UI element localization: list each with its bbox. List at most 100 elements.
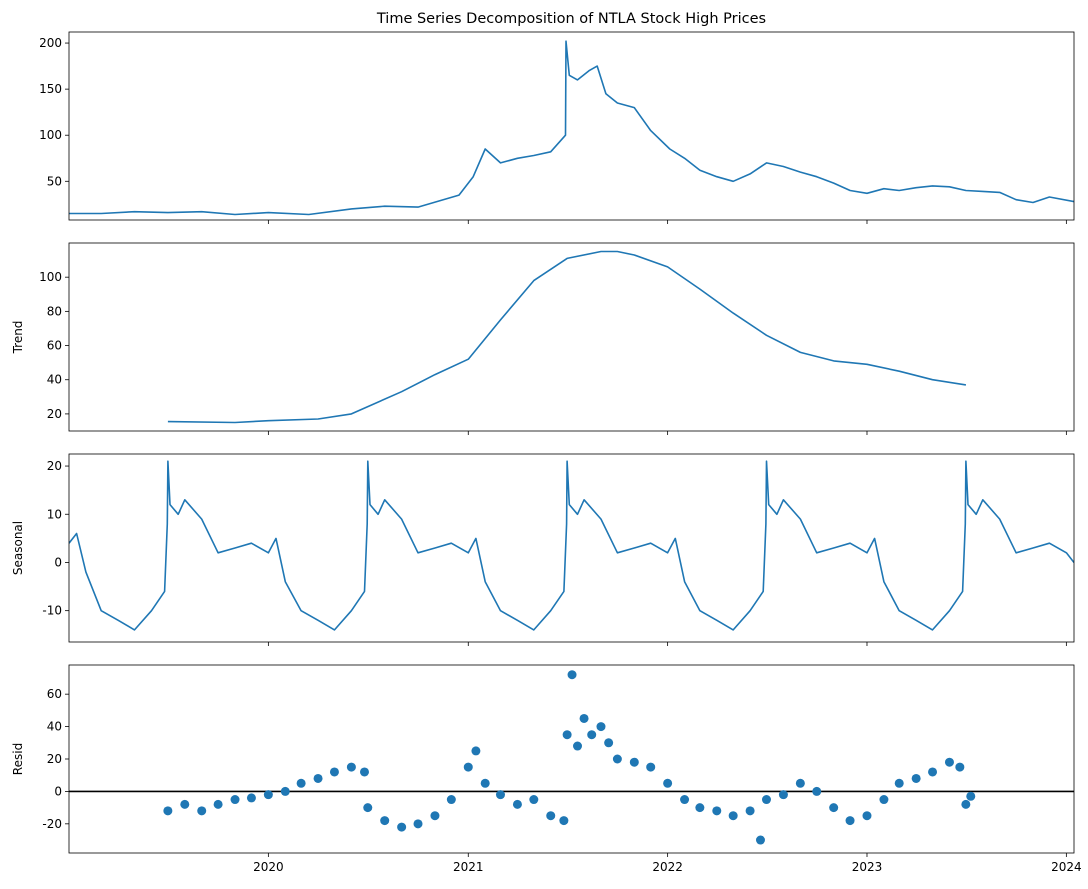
resid-point bbox=[246, 793, 256, 803]
data-observed bbox=[69, 40, 1074, 216]
y-tick-label-observed: 150 bbox=[39, 82, 62, 96]
resid-point bbox=[928, 767, 938, 777]
resid-point bbox=[263, 790, 273, 800]
resid-point bbox=[745, 806, 755, 816]
resid-point bbox=[397, 822, 407, 832]
resid-point bbox=[180, 799, 190, 809]
resid-point bbox=[761, 795, 771, 805]
resid-point bbox=[573, 741, 583, 751]
resid-point bbox=[567, 670, 577, 680]
resid-point bbox=[944, 757, 954, 767]
resid-point bbox=[629, 757, 639, 767]
series-line-seasonal bbox=[69, 460, 1074, 631]
resid-point bbox=[163, 806, 173, 816]
resid-point bbox=[495, 790, 505, 800]
y-tick-label-observed: 200 bbox=[39, 36, 62, 50]
resid-point bbox=[795, 778, 805, 788]
data-resid bbox=[69, 670, 1074, 845]
x-tick-label: 2023 bbox=[852, 860, 883, 874]
x-tick-label: 2021 bbox=[453, 860, 484, 874]
resid-point bbox=[329, 767, 339, 777]
resid-point bbox=[480, 778, 490, 788]
y-axis-label-trend: Trend bbox=[11, 321, 25, 355]
resid-point bbox=[879, 795, 889, 805]
x-tick-label: 2024 bbox=[1051, 860, 1082, 874]
y-tick-label-trend: 80 bbox=[47, 304, 62, 318]
resid-point bbox=[562, 730, 572, 740]
y-tick-label-resid: 60 bbox=[47, 687, 62, 701]
resid-point bbox=[604, 738, 614, 748]
resid-point bbox=[512, 799, 522, 809]
data-seasonal bbox=[69, 460, 1074, 631]
y-tick-label-trend: 20 bbox=[47, 407, 62, 421]
resid-point bbox=[380, 816, 390, 826]
resid-point bbox=[529, 795, 539, 805]
y-tick-label-seasonal: 10 bbox=[47, 507, 62, 521]
resid-point bbox=[579, 713, 589, 723]
resid-point bbox=[296, 778, 306, 788]
resid-point bbox=[471, 746, 481, 756]
axes-frame-trend bbox=[68, 242, 1075, 432]
y-tick-label-trend: 60 bbox=[47, 339, 62, 353]
resid-point bbox=[346, 762, 356, 772]
axes-frame-resid bbox=[68, 664, 1075, 854]
panel-seasonal: -10 0 10 20 Seasonal bbox=[11, 453, 1075, 646]
resid-point bbox=[546, 811, 556, 821]
y-tick-label-trend: 100 bbox=[39, 270, 62, 284]
x-tick-label: 2022 bbox=[652, 860, 683, 874]
data-trend bbox=[167, 250, 967, 424]
series-line-observed bbox=[69, 40, 1074, 216]
y-axis-label-seasonal: Seasonal bbox=[11, 521, 25, 575]
resid-point bbox=[646, 762, 656, 772]
resid-point bbox=[363, 803, 373, 813]
resid-point bbox=[778, 790, 788, 800]
resid-point bbox=[230, 795, 240, 805]
resid-point bbox=[812, 786, 822, 796]
resid-point bbox=[559, 816, 569, 826]
resid-point bbox=[413, 819, 423, 829]
resid-point bbox=[894, 778, 904, 788]
resid-point bbox=[587, 730, 597, 740]
resid-point bbox=[695, 803, 705, 813]
resid-point bbox=[829, 803, 839, 813]
y-axis-label-resid: Resid bbox=[11, 743, 25, 775]
y-tick-label-resid: 20 bbox=[47, 752, 62, 766]
y-tick-label-observed: 100 bbox=[39, 128, 62, 142]
resid-point bbox=[446, 795, 456, 805]
resid-point bbox=[966, 791, 976, 801]
resid-point bbox=[911, 773, 921, 783]
y-tick-label-resid: 0 bbox=[54, 784, 62, 798]
y-tick-label-seasonal: -10 bbox=[42, 604, 62, 618]
panels: 50 100 150 200 20 40 60 80 100 Trend -10 0 10 20 Seaso… bbox=[11, 31, 1082, 874]
y-tick-label-resid: -20 bbox=[42, 817, 62, 831]
resid-point bbox=[680, 795, 690, 805]
resid-point bbox=[359, 767, 369, 777]
panel-trend: 20 40 60 80 100 Trend bbox=[11, 242, 1075, 435]
y-tick-label-seasonal: 20 bbox=[47, 459, 62, 473]
resid-point bbox=[197, 806, 207, 816]
resid-point bbox=[280, 786, 290, 796]
series-line-trend bbox=[167, 250, 967, 424]
resid-point bbox=[213, 799, 223, 809]
resid-point bbox=[955, 762, 965, 772]
resid-point bbox=[755, 835, 765, 845]
panel-observed: 50 100 150 200 bbox=[39, 31, 1075, 224]
chart-title: Time Series Decomposition of NTLA Stock … bbox=[376, 11, 766, 27]
panel-resid: -20 0 20 40 60 2020 2021 2022 2023 2024 Resid bbox=[11, 664, 1082, 874]
axes-frame-observed bbox=[68, 31, 1075, 221]
resid-point bbox=[596, 722, 606, 732]
resid-point bbox=[728, 811, 738, 821]
x-tick-label: 2020 bbox=[253, 860, 284, 874]
y-tick-label-trend: 40 bbox=[47, 373, 62, 387]
resid-point bbox=[463, 762, 473, 772]
resid-point bbox=[961, 799, 971, 809]
resid-point bbox=[712, 806, 722, 816]
resid-point bbox=[845, 816, 855, 826]
resid-point bbox=[430, 811, 440, 821]
y-tick-label-resid: 40 bbox=[47, 720, 62, 734]
axes-frame-seasonal bbox=[68, 453, 1075, 643]
y-tick-label-observed: 50 bbox=[47, 174, 62, 188]
resid-point bbox=[612, 754, 622, 764]
resid-point bbox=[663, 778, 673, 788]
